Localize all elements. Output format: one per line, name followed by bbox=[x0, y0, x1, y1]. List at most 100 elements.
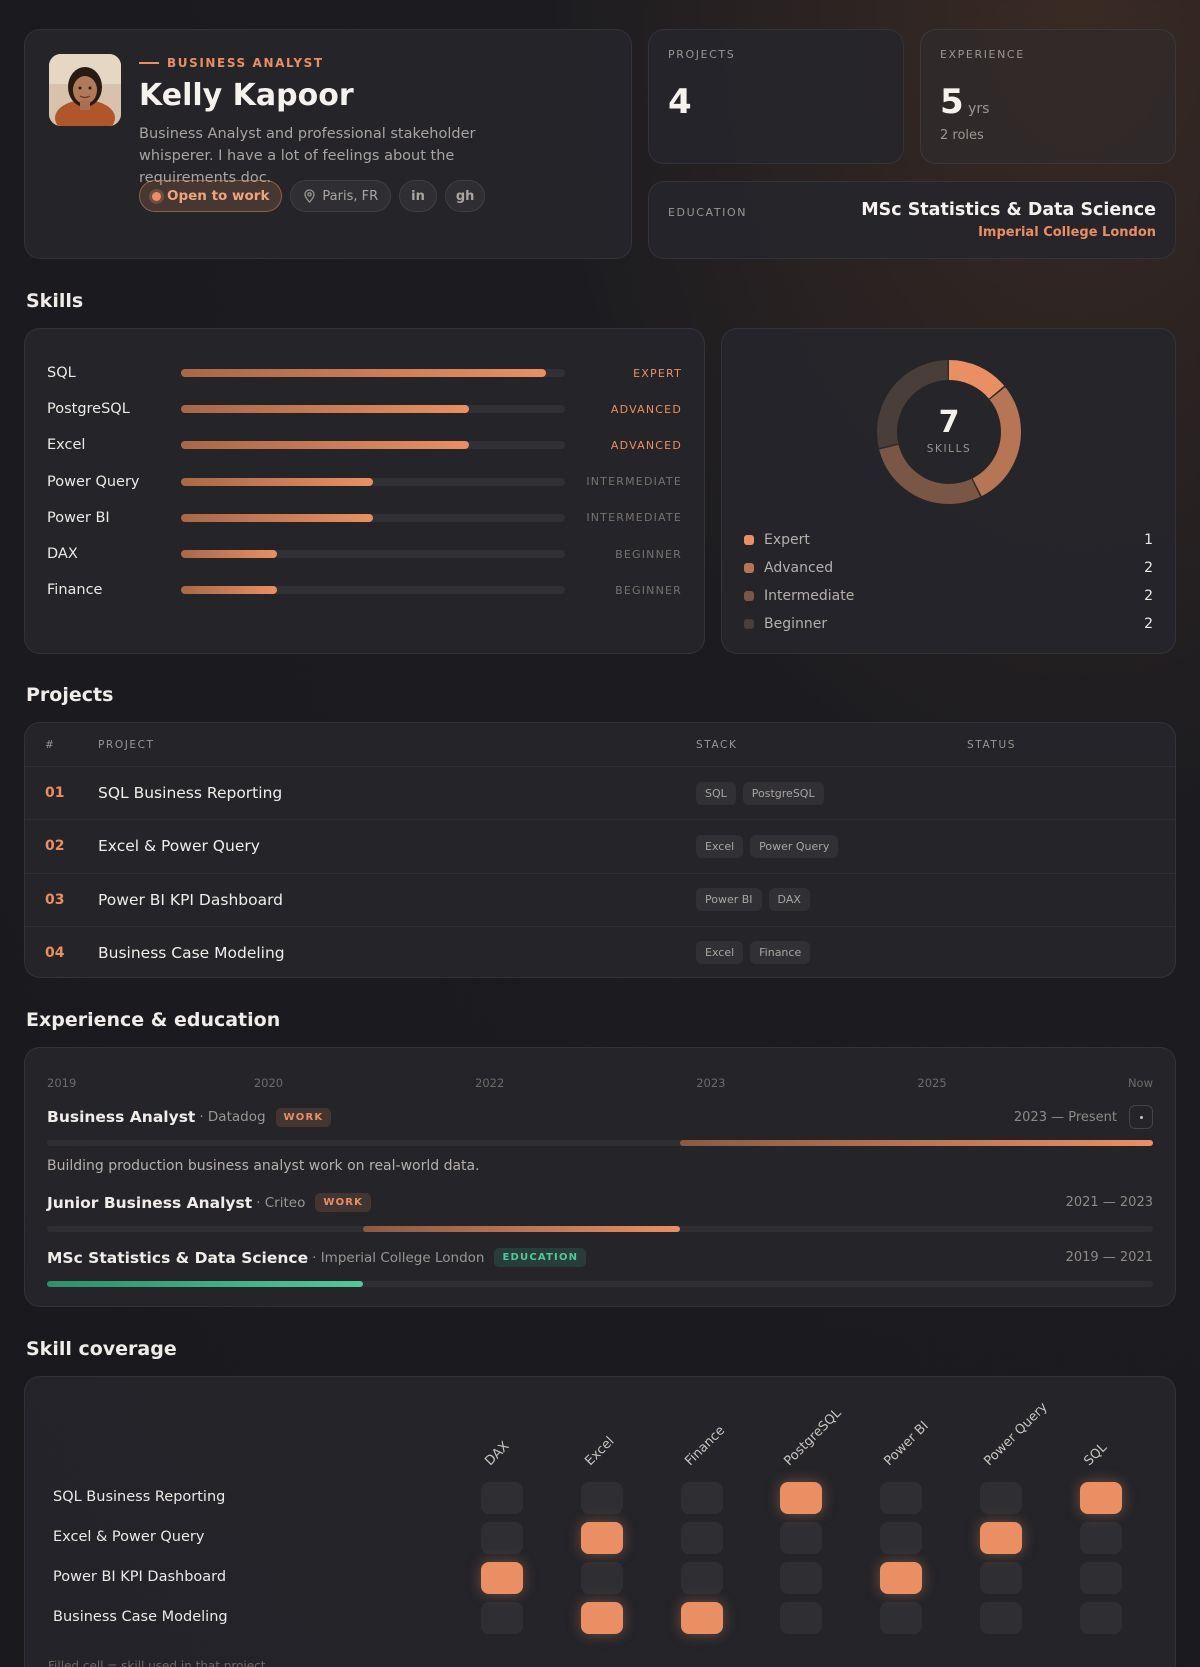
project-stack: Power BI DAX bbox=[696, 888, 966, 912]
timeline-entry[interactable]: Business Analyst · Datadog Work 2023 — Pres… bbox=[47, 1105, 1153, 1129]
skill-name: Excel bbox=[47, 437, 86, 454]
legend-item: Expert 1 bbox=[744, 530, 1153, 550]
legend-item: Beginner 2 bbox=[744, 614, 1153, 634]
project-name[interactable]: Excel & Power Query bbox=[98, 837, 260, 856]
legend-count: 2 bbox=[1144, 560, 1153, 576]
timeline-entry[interactable]: MSc Statistics & Data Science · Imperial … bbox=[47, 1248, 1153, 1267]
heatmap-cell bbox=[680, 1482, 723, 1514]
legend-count: 2 bbox=[1144, 616, 1153, 632]
project-name[interactable]: Business Case Modeling bbox=[98, 943, 285, 962]
heatmap-row-label: Power BI KPI Dashboard bbox=[53, 1569, 227, 1585]
timeline-badge: Work bbox=[315, 1193, 372, 1212]
expand-toggle-button[interactable] bbox=[1129, 1105, 1153, 1129]
heatmap-cell bbox=[680, 1602, 723, 1634]
table-row[interactable]: 02 Excel & Power Query Excel Power Query bbox=[25, 819, 1175, 872]
legend-count: 2 bbox=[1144, 588, 1153, 604]
projects-table-header: # Project Stack Status bbox=[25, 723, 1175, 766]
skill-row: Power Query Intermediate bbox=[47, 472, 682, 492]
heatmap-cell bbox=[780, 1482, 823, 1514]
open-to-work-badge[interactable]: Open to work bbox=[139, 180, 283, 212]
role-label: Business Analyst bbox=[167, 56, 324, 70]
heatmap-cell bbox=[481, 1602, 523, 1634]
project-name[interactable]: SQL Business Reporting bbox=[98, 784, 283, 802]
legend-swatch bbox=[744, 563, 754, 573]
timeline-entry[interactable]: Junior Business Analyst · Criteo Work 2021 … bbox=[47, 1193, 1153, 1212]
timeline-dates: 2019 — 2021 bbox=[1065, 1250, 1153, 1265]
stack-tag: Power Query bbox=[750, 834, 839, 858]
table-row[interactable]: 03 Power BI KPI Dashboard Power BI DAX bbox=[25, 872, 1175, 926]
timeline-role: MSc Statistics & Data Science bbox=[47, 1248, 309, 1267]
heatmap-cell bbox=[980, 1562, 1022, 1594]
timeline-dates: 2023 — Present bbox=[1013, 1109, 1117, 1125]
github-link[interactable]: gh bbox=[444, 180, 486, 212]
table-row[interactable]: 04 Business Case Modeling Excel Finance bbox=[25, 925, 1175, 977]
stack-tag: Power BI bbox=[696, 888, 762, 912]
experience-stat-unit: yrs bbox=[968, 101, 990, 117]
heatmap-cell bbox=[880, 1482, 923, 1514]
coverage-heatmap: Filled cell = skill used in that project… bbox=[24, 1376, 1176, 1667]
skill-level: Beginner bbox=[615, 583, 682, 597]
linkedin-label: in bbox=[411, 188, 425, 204]
project-number: 04 bbox=[45, 944, 65, 961]
table-row[interactable]: 01 SQL Business Reporting SQL PostgreSQL bbox=[25, 766, 1175, 819]
timeline-badge: Education bbox=[494, 1248, 587, 1267]
coverage-section-title: Skill coverage bbox=[26, 1338, 177, 1360]
timeline-role: Junior Business Analyst bbox=[47, 1193, 253, 1212]
project-number: 03 bbox=[45, 891, 65, 908]
timeline-bar-track bbox=[47, 1140, 1153, 1146]
experience-stat-sub: 2 roles bbox=[940, 128, 984, 143]
coverage-footnote: Filled cell = skill used in that project bbox=[48, 1659, 266, 1667]
heatmap-cell bbox=[1079, 1522, 1122, 1554]
skills-summary-card: 7 Skills Expert 1 Advanced 2 Intermediate 2 Be… bbox=[721, 328, 1176, 654]
skill-row: Excel Advanced bbox=[47, 435, 682, 455]
heatmap-cell bbox=[880, 1602, 923, 1634]
skill-bar-fill bbox=[181, 586, 277, 595]
skill-level: Intermediate bbox=[586, 511, 682, 525]
experience-stat-label: Experience bbox=[940, 48, 1025, 61]
skill-name: DAX bbox=[47, 546, 78, 562]
skill-row: SQL Expert bbox=[47, 363, 682, 383]
timeline-bar-track bbox=[47, 1281, 1153, 1287]
heatmap-cell bbox=[680, 1562, 723, 1594]
skill-bar-fill bbox=[181, 441, 469, 450]
location-pill: Paris, FR bbox=[290, 180, 392, 212]
header-status: Status bbox=[967, 738, 1016, 751]
timeline-axis-label: 2019 bbox=[47, 1076, 77, 1090]
skill-level: Expert bbox=[633, 366, 682, 380]
heatmap-cell bbox=[780, 1562, 823, 1594]
skill-name: Finance bbox=[47, 582, 103, 599]
timeline-bar-track bbox=[47, 1226, 1153, 1232]
heatmap-cell bbox=[1079, 1602, 1122, 1634]
heatmap-column-label: PostgreSQL bbox=[781, 1405, 845, 1469]
projects-stat-label: Projects bbox=[668, 48, 736, 61]
skill-name: Power BI bbox=[47, 509, 110, 526]
linkedin-link[interactable]: in bbox=[399, 180, 437, 212]
legend-swatch bbox=[744, 591, 754, 601]
heatmap-cell bbox=[580, 1602, 623, 1634]
header-stack: Stack bbox=[696, 738, 738, 751]
timeline-bar-fill bbox=[47, 1281, 364, 1287]
heatmap-column-label: Excel bbox=[582, 1434, 618, 1469]
legend-swatch bbox=[744, 619, 754, 629]
heatmap-column-label: DAX bbox=[482, 1438, 513, 1469]
stack-tag: SQL bbox=[696, 781, 736, 805]
education-stat-label: Education bbox=[668, 206, 748, 219]
project-name[interactable]: Power BI KPI Dashboard bbox=[98, 890, 284, 909]
projects-section-title: Projects bbox=[26, 684, 114, 706]
skills-section-title: Skills bbox=[26, 290, 84, 312]
skill-name: Power Query bbox=[47, 473, 140, 490]
skill-bar-fill bbox=[181, 477, 373, 486]
timeline-badge: Work bbox=[275, 1107, 332, 1127]
skill-bar-track bbox=[181, 477, 565, 486]
skills-donut-chart bbox=[877, 360, 1021, 504]
avatar bbox=[49, 54, 121, 126]
profile-card: Business Analyst Kelly Kapoor Business A… bbox=[24, 29, 632, 259]
legend-label: Beginner bbox=[764, 616, 828, 632]
timeline-org: · Criteo bbox=[256, 1194, 306, 1211]
skill-bar-fill bbox=[181, 369, 546, 377]
donut-slice-beginner bbox=[877, 360, 1021, 504]
skill-bar-track bbox=[181, 550, 565, 558]
skill-bar-fill bbox=[181, 550, 277, 558]
heatmap-cell bbox=[880, 1522, 923, 1554]
legend-label: Advanced bbox=[764, 560, 834, 576]
